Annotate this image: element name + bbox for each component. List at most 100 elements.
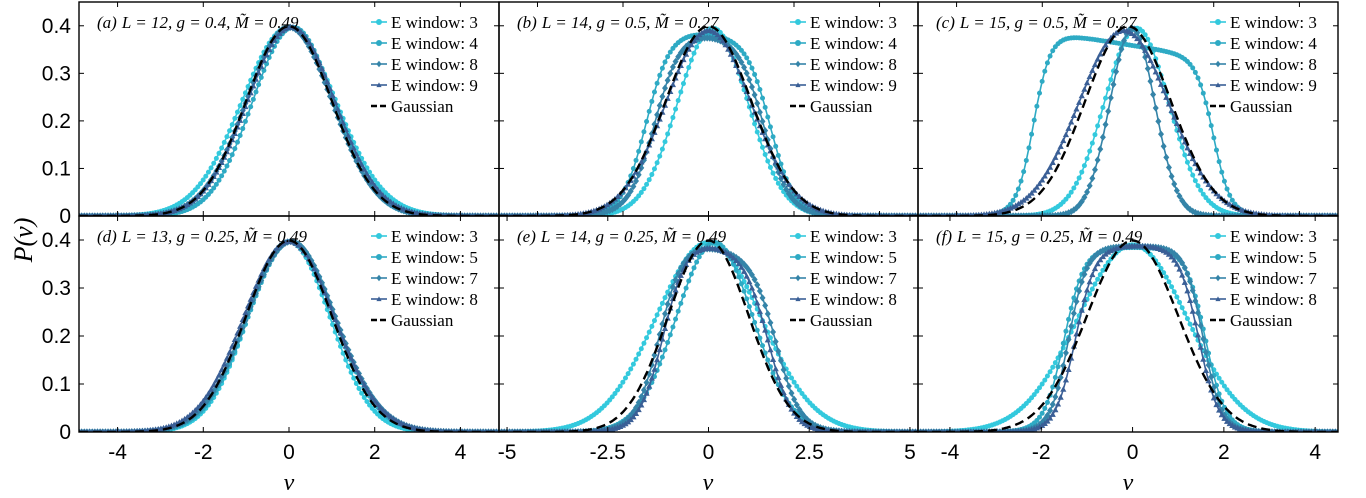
data-point — [1013, 192, 1019, 198]
data-point — [649, 172, 655, 178]
data-point — [1091, 166, 1098, 174]
legend-label: E window: 5 — [1230, 248, 1317, 267]
data-point — [1113, 67, 1120, 76]
data-point — [746, 289, 752, 295]
data-point — [1176, 266, 1183, 272]
data-point — [1105, 107, 1112, 115]
data-point — [329, 92, 336, 98]
data-point — [614, 193, 621, 200]
data-point — [1026, 145, 1032, 151]
data-point — [237, 132, 243, 138]
data-point — [638, 139, 644, 145]
data-point — [232, 115, 238, 121]
data-point — [343, 357, 349, 363]
legend-label: Gaussian — [1230, 311, 1293, 330]
data-point — [1079, 169, 1085, 175]
data-point — [1039, 381, 1045, 387]
legend-item: E window: 7 — [1210, 269, 1317, 288]
data-point — [1142, 32, 1148, 38]
data-point — [247, 296, 254, 302]
data-point — [1136, 38, 1143, 45]
data-point — [757, 137, 763, 143]
legend-item: E window: 5 — [1210, 248, 1317, 267]
data-point — [635, 398, 642, 407]
data-point — [1192, 297, 1199, 305]
data-point — [340, 119, 347, 126]
data-point — [1211, 135, 1217, 141]
data-point — [738, 281, 744, 287]
data-point — [759, 294, 766, 302]
data-point — [215, 371, 223, 378]
data-point — [662, 310, 669, 318]
data-point — [752, 71, 758, 77]
data-point — [772, 158, 779, 165]
data-point — [218, 159, 225, 166]
legend-label: Gaussian — [810, 311, 873, 330]
plot-area — [79, 23, 499, 216]
data-point — [1018, 178, 1024, 184]
data-point — [1068, 118, 1075, 125]
data-point — [1187, 166, 1193, 172]
data-point — [1047, 406, 1054, 415]
data-point — [1078, 278, 1085, 286]
data-point — [1179, 272, 1186, 278]
legend-label: E window: 8 — [391, 55, 478, 74]
data-point — [1182, 152, 1188, 158]
data-point — [1034, 103, 1040, 109]
data-point — [1097, 50, 1104, 57]
panel-title: (c) L = 15, g = 0.5, M̃ = 0.27 — [936, 13, 1138, 32]
data-point — [347, 355, 355, 361]
data-point — [754, 327, 760, 333]
data-point — [221, 361, 228, 367]
data-point — [1087, 148, 1093, 154]
data-point — [662, 59, 668, 65]
data-point — [1062, 349, 1069, 357]
data-point — [1057, 373, 1064, 382]
chart-panel-d: -4 -2 0 2 4 0 0.1 0.2 0.3 0.4 (d) L = 13, g = 0.25,… — [42, 215, 500, 464]
data-point — [756, 108, 763, 116]
data-point — [1140, 28, 1146, 34]
data-point — [646, 329, 652, 335]
data-point — [770, 170, 776, 176]
data-point — [1110, 80, 1117, 89]
data-point — [640, 386, 647, 394]
data-point — [1021, 169, 1027, 175]
panel-title-params: L = 15, g = 0.25, M̃ = 0.49 — [956, 227, 1143, 246]
legend-marker — [1215, 254, 1221, 260]
data-point — [1187, 61, 1193, 67]
data-point — [237, 103, 243, 109]
panel-title-params: L = 14, g = 0.5, M̃ = 0.27 — [541, 13, 720, 32]
x-axis-label-right: v — [1123, 470, 1134, 496]
data-point — [769, 356, 777, 362]
data-point — [733, 257, 740, 264]
data-point — [1065, 366, 1072, 373]
data-point — [622, 375, 628, 381]
data-point — [612, 391, 618, 397]
data-point — [630, 165, 636, 171]
legend-item: E window: 4 — [1210, 34, 1317, 53]
data-point — [1189, 308, 1196, 314]
data-point — [1200, 191, 1206, 197]
data-point — [1031, 117, 1037, 123]
legend-marker — [795, 60, 801, 68]
data-point — [635, 406, 642, 413]
data-point — [353, 366, 360, 373]
data-point — [342, 126, 349, 132]
data-point — [1169, 284, 1175, 290]
legend-item: E window: 3 — [790, 227, 897, 246]
data-point — [1089, 174, 1096, 182]
data-point — [1028, 189, 1035, 196]
data-point — [337, 329, 344, 336]
data-point — [1081, 86, 1088, 92]
legend-item: E window: 9 — [1210, 76, 1317, 95]
legend-marker — [376, 82, 382, 88]
data-point — [338, 343, 344, 349]
data-point — [227, 158, 233, 164]
data-point — [746, 60, 752, 66]
legend-item: Gaussian — [1210, 311, 1293, 330]
data-point — [1179, 196, 1186, 205]
data-point — [1213, 147, 1219, 153]
data-point — [1084, 264, 1091, 272]
data-point — [630, 182, 637, 191]
data-point — [221, 139, 227, 145]
